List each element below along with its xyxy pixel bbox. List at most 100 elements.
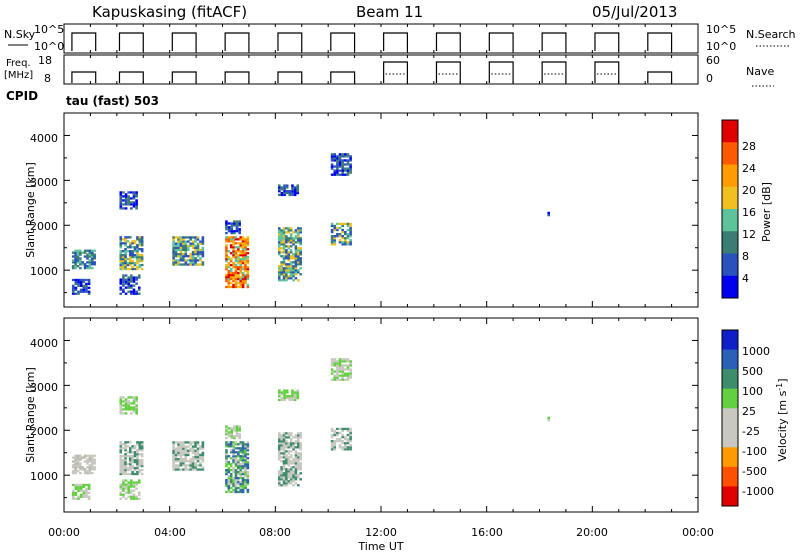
power-cell	[124, 292, 128, 295]
power-cell	[88, 251, 92, 254]
power-cell	[177, 252, 180, 256]
velocity-cell	[126, 451, 130, 454]
velocity-cell	[239, 443, 243, 446]
power-cell	[79, 259, 82, 262]
velocity-cell	[119, 472, 123, 476]
velocity-cell	[182, 460, 185, 463]
velocity-cell	[77, 497, 80, 500]
velocity-cell	[87, 483, 91, 487]
power-cell	[234, 260, 238, 263]
velocity-cell	[227, 455, 231, 458]
velocity-cell	[128, 449, 132, 452]
power-cell	[333, 157, 337, 160]
power-cell	[128, 263, 132, 267]
power-cell	[294, 235, 298, 238]
velocity-cell	[344, 442, 347, 445]
velocity-cell	[124, 441, 127, 444]
power-cell	[330, 157, 334, 160]
power-cell	[74, 266, 77, 270]
velocity-cell	[232, 447, 235, 450]
vel-cbar-tick-m25: -25	[742, 425, 760, 438]
power-cell	[225, 279, 228, 283]
power-cell	[191, 255, 195, 258]
power-cell	[299, 249, 302, 252]
power-cell	[121, 257, 125, 261]
power-cell	[232, 271, 235, 275]
velocity-cell	[344, 446, 347, 449]
power-cell	[341, 173, 344, 176]
power-cell	[237, 238, 240, 241]
power-cell	[287, 231, 291, 234]
power-cell	[126, 240, 130, 243]
velocity-cell	[229, 486, 233, 490]
power-cell	[137, 286, 141, 289]
power-cell	[86, 257, 89, 260]
power-cell	[133, 263, 137, 267]
velocity-cell	[127, 495, 130, 498]
power-cell	[130, 284, 133, 287]
power-cell	[299, 257, 302, 260]
velocity-cell	[184, 449, 188, 452]
velocity-cell	[244, 486, 247, 490]
cpid-label: CPID	[6, 89, 38, 103]
power-cell	[136, 236, 139, 239]
velocity-cell	[547, 418, 551, 422]
velocity-cell	[292, 478, 295, 481]
power-cell	[282, 263, 286, 266]
velocity-cell	[277, 470, 281, 473]
power-cell	[296, 237, 300, 240]
power-cell	[282, 227, 286, 230]
velocity-cell	[225, 457, 228, 460]
velocity-cell	[128, 447, 132, 450]
power-cell	[296, 263, 300, 266]
velocity-cell	[196, 453, 200, 457]
velocity-cell	[232, 490, 235, 494]
velocity-cell	[140, 468, 144, 472]
velocity-cell	[232, 443, 235, 446]
velocity-cell	[126, 455, 130, 458]
power-cell	[232, 277, 235, 281]
power-cell	[285, 265, 288, 268]
velocity-cell	[179, 468, 183, 471]
velocity-cell	[341, 442, 344, 445]
power-cell	[282, 243, 286, 246]
power-cell	[71, 278, 75, 282]
velocity-cell	[121, 443, 125, 446]
velocity-cell	[349, 429, 352, 433]
velocity-cell	[330, 427, 334, 431]
velocity-cell	[225, 461, 228, 464]
power-cell	[196, 252, 200, 256]
velocity-cbar-swatch	[722, 408, 738, 429]
nsky-pulse	[435, 32, 461, 51]
power-cell	[336, 165, 339, 168]
velocity-cell	[182, 468, 185, 471]
velocity-cell	[246, 476, 250, 480]
power-cell	[341, 243, 344, 246]
power-cell	[201, 240, 205, 243]
velocity-cell	[71, 466, 75, 469]
velocity-cell	[201, 457, 205, 461]
velocity-cell	[201, 455, 205, 459]
power-cell	[287, 239, 291, 242]
power-cell	[130, 197, 133, 200]
power-cell	[241, 281, 245, 285]
power-cell	[135, 191, 138, 194]
velocity-cell	[201, 451, 205, 455]
velocity-cell	[131, 464, 134, 468]
power-cell	[232, 250, 235, 253]
velocity-cell	[344, 374, 347, 377]
power-cell	[199, 263, 202, 266]
velocity-cell	[235, 425, 239, 428]
velocity-cell	[225, 482, 228, 486]
velocity-cell	[179, 443, 183, 446]
velocity-cell	[191, 447, 195, 450]
velocity-cell	[285, 474, 288, 477]
velocity-cell	[346, 372, 350, 375]
power-cell	[330, 230, 334, 234]
velocity-cell	[234, 472, 238, 476]
power-cell	[296, 247, 300, 250]
power-cell	[135, 278, 138, 281]
velocity-cell	[234, 451, 238, 454]
velocity-cell	[277, 434, 281, 437]
velocity-cell	[79, 468, 82, 471]
